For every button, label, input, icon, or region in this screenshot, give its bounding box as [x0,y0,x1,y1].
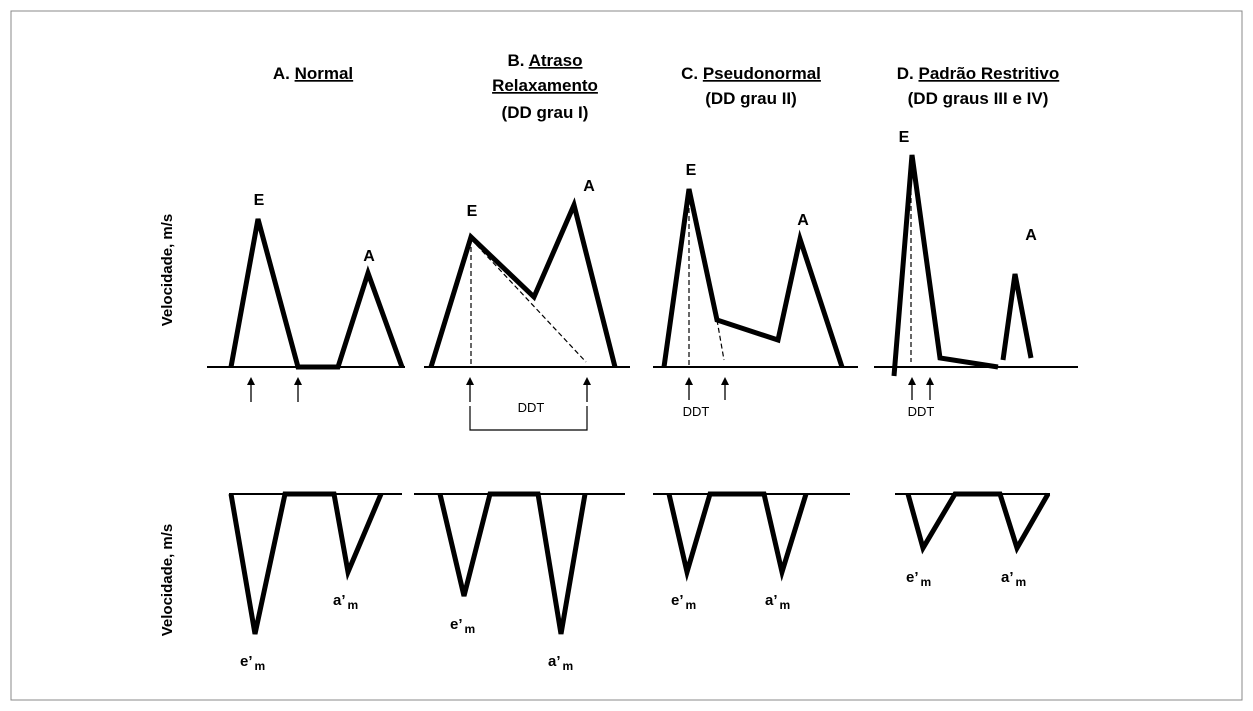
panel-c-arrow-up-icon [721,377,729,400]
panel-c-a-prime-label: a’ m [765,592,790,612]
panel-b-a-prime-label: a’ m [548,653,573,673]
panel-d-mitral-a-wave [1000,273,1034,361]
panel-a-e-prime-label: e’ m [240,653,265,673]
panel-b-peak-a-label: A [583,178,595,195]
panel-d-ddt-label: DDT [908,404,935,419]
panel-d-arrow-up-icon [926,377,934,400]
panel-c-e-prime-label: e’ m [671,592,696,612]
panel-b-title-line3: (DD grau I) [502,103,589,122]
panel-b-ddt-bracket [469,406,588,431]
panel-a-title: A. Normal [273,64,353,83]
panel-b-mitral-inflow-wave [428,197,618,368]
panel-d-tissue-doppler-wave [905,491,1051,555]
panel-b-peak-e-label: E [467,203,478,220]
panel-d-e-prime-label: e’ m [906,569,931,589]
panel-d-title-line2: (DD graus III e IV) [908,89,1049,108]
y-axis-label-bottom: Velocidade, m/s [159,524,176,637]
panel-a-tissue-doppler-wave [228,491,384,635]
panel-b: B. Atraso Relaxamento (DD grau I) E A DD… [414,51,630,673]
panel-a-mitral-inflow-wave [228,218,405,370]
panel-a-peak-a-label: A [363,248,375,265]
panel-d-a-prime-label: a’ m [1001,569,1026,589]
panel-a-peak-e-label: E [254,192,265,209]
panel-a-arrow-up-icon [247,377,255,402]
panel-b-tissue-doppler-wave [437,491,588,635]
panel-c-title: C. Pseudonormal [681,64,821,83]
panel-b-arrow-up-icon [466,377,474,402]
panel-c-deceleration-dash [716,319,725,361]
panel-c: C. Pseudonormal (DD grau II) E A DDT e’ m… [653,64,858,612]
panel-a: A. Normal E A e’ m a’ m [207,64,405,673]
panel-c-mitral-inflow-wave [661,188,845,368]
panel-d: D. Padrão Restritivo (DD graus III e IV)… [874,64,1078,589]
panel-c-ddt-label: DDT [683,404,710,419]
panel-b-deceleration-dash [470,238,587,363]
panel-b-e-prime-label: e’ m [450,616,475,636]
panel-d-arrow-up-icon [908,377,916,400]
panel-c-peak-a-label: A [797,212,809,229]
panel-a-a-prime-label: a’ m [333,592,358,612]
panel-c-arrow-up-icon [685,377,693,400]
panel-d-peak-a-label: A [1025,227,1037,244]
panel-d-title: D. Padrão Restritivo [897,64,1060,83]
panel-a-arrow-up-icon [294,377,302,402]
figure-frame [10,10,1243,701]
panel-d-mitral-inflow-wave [891,154,999,377]
panel-b-title: B. Atraso [508,51,583,70]
panel-d-peak-e-label: E [899,129,910,146]
panel-c-tissue-doppler-wave [666,491,809,582]
panel-c-peak-e-label: E [686,162,697,179]
panel-b-title-line2: Relaxamento [492,76,598,95]
panel-c-title-line2: (DD grau II) [705,89,797,108]
panel-b-ddt-label: DDT [518,400,545,415]
panel-b-arrow-up-icon [583,377,591,402]
y-axis-label-top: Velocidade, m/s [159,214,176,327]
